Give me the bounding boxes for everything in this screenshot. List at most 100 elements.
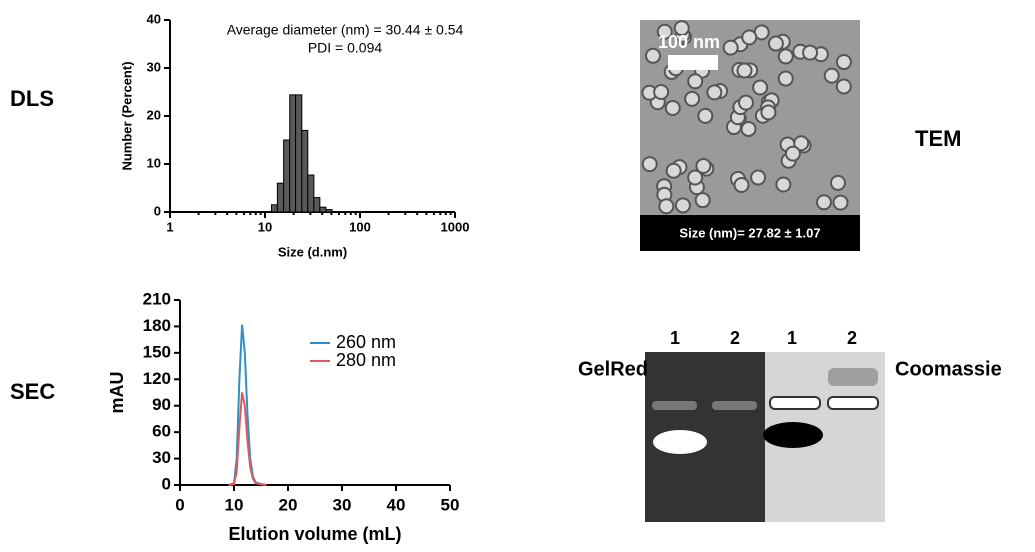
particle [750, 169, 767, 186]
y-tick-label: 30 [152, 448, 171, 467]
y-tick-label: 0 [162, 474, 171, 493]
particle [665, 162, 682, 179]
particle [767, 35, 784, 52]
y-tick-label: 90 [152, 395, 171, 414]
particle [722, 39, 739, 56]
particle [656, 23, 673, 40]
particle [664, 99, 681, 116]
particle [674, 197, 691, 214]
gel-well [652, 401, 697, 410]
bar [325, 209, 333, 213]
particle [741, 29, 758, 46]
tem-image [640, 20, 860, 215]
bar [319, 206, 327, 213]
line [228, 324, 267, 486]
particle [694, 192, 711, 209]
particle [733, 177, 750, 194]
tem-caption-box [640, 215, 860, 251]
gel-band [653, 430, 707, 454]
x-axis-title: Size (d.nm) [278, 244, 347, 259]
y-tick-label: 120 [143, 369, 171, 388]
y-tick-label: 10 [147, 155, 161, 170]
x-tick-label: 0 [175, 495, 184, 514]
particle [752, 79, 769, 96]
bar [270, 204, 278, 213]
particle [775, 176, 792, 193]
particle [784, 145, 801, 162]
bar [313, 197, 321, 213]
particle [658, 198, 675, 215]
legend-label: 280 nm [336, 350, 396, 370]
particle [815, 194, 832, 211]
tem-size: Size (nm)= 27.82 ± 1.07 [679, 225, 820, 240]
y-tick-label: 180 [143, 316, 171, 335]
gel-well [827, 396, 879, 410]
x-tick-label: 1 [166, 219, 173, 234]
particle [706, 84, 723, 101]
particle [684, 90, 701, 107]
particle [830, 174, 847, 191]
y-axis-title: mAU [107, 371, 127, 413]
x-tick-label: 50 [441, 495, 460, 514]
x-tick-label: 100 [349, 219, 371, 234]
particle [687, 169, 704, 186]
particle [793, 135, 810, 152]
scale-bar-label: 100 nm [658, 32, 720, 52]
line [228, 392, 267, 486]
x-tick-label: 10 [258, 219, 272, 234]
particle [777, 70, 794, 87]
particle [653, 84, 670, 101]
gel-smear [828, 368, 878, 386]
annotation: PDI = 0.094 [308, 40, 383, 56]
x-tick-label: 1000 [441, 219, 470, 234]
particle [687, 73, 704, 90]
particle [835, 78, 852, 95]
y-tick-label: 20 [147, 107, 161, 122]
legend-label: 260 nm [336, 332, 396, 352]
lane-label: 2 [847, 328, 857, 348]
lane-label: 2 [730, 328, 740, 348]
scale-bar [668, 55, 718, 70]
x-tick-label: 30 [333, 495, 352, 514]
bar [295, 94, 303, 213]
panel-label: DLS [10, 86, 54, 111]
y-axis-title: Number (Percent) [119, 61, 134, 170]
x-tick-label: 20 [279, 495, 298, 514]
gel-well [769, 396, 821, 410]
annotation: Average diameter (nm) = 30.44 ± 0.54 [227, 22, 464, 38]
x-tick-label: 40 [387, 495, 406, 514]
y-tick-label: 60 [152, 422, 171, 441]
particle [695, 157, 712, 174]
bar [289, 94, 297, 213]
particle [736, 62, 753, 79]
panel-label: SEC [10, 379, 55, 404]
bar [307, 174, 315, 213]
particle [835, 54, 852, 71]
gel-label: GelRed [578, 358, 648, 380]
x-axis-title: Elution volume (mL) [229, 524, 402, 544]
y-tick-label: 0 [154, 203, 161, 218]
lane-label: 1 [670, 328, 680, 348]
x-tick-label: 10 [225, 495, 244, 514]
particle [802, 44, 819, 61]
y-tick-label: 30 [147, 59, 161, 74]
gel-band [763, 422, 823, 448]
particle [697, 107, 714, 124]
particle [777, 48, 794, 65]
panel-label: TEM [915, 126, 961, 151]
particle [641, 156, 658, 173]
particle [832, 194, 849, 211]
bar [301, 129, 309, 213]
y-tick-label: 40 [147, 11, 161, 26]
particle [737, 94, 754, 111]
particle [760, 104, 777, 121]
bar [276, 182, 285, 213]
gel-label: Coomassie [895, 358, 1002, 380]
gel-well [712, 401, 757, 410]
y-tick-label: 210 [143, 289, 171, 308]
y-tick-label: 150 [143, 342, 171, 361]
particle [645, 47, 662, 64]
lane-label: 1 [787, 328, 797, 348]
particle [823, 67, 840, 84]
